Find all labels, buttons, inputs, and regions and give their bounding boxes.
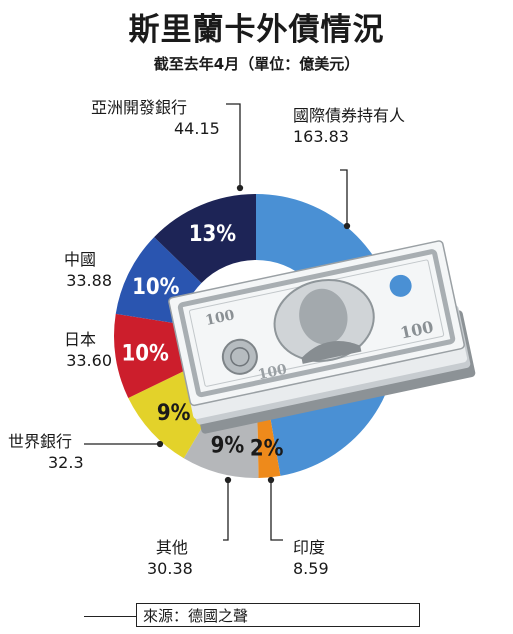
- leader-dot-2: [156, 440, 164, 448]
- leader-dot-4: [267, 476, 275, 484]
- percent-label-2: 9%: [211, 433, 245, 458]
- slice-4: [113, 313, 188, 399]
- percent-label-3: 9%: [157, 401, 191, 426]
- percent-label-6: 13%: [189, 222, 237, 247]
- leader-lines: [84, 103, 351, 541]
- label-india: 印度 8.59: [293, 538, 329, 578]
- leader-line-3: [223, 480, 229, 541]
- percent-label-1: 2%: [250, 436, 284, 461]
- source-divider: [84, 616, 136, 617]
- percent-label-4: 10%: [122, 341, 170, 366]
- label-other: 其他 30.38: [147, 538, 193, 578]
- chart-subtitle: 截至去年4月（單位：億美元）: [153, 55, 360, 73]
- svg-text:100: 100: [256, 361, 288, 383]
- percent-label-5: 10%: [132, 275, 180, 300]
- source-note: 來源：德國之聲: [136, 603, 420, 627]
- leader-line-1: [340, 169, 348, 226]
- slice-1: [257, 410, 281, 478]
- svg-text:100: 100: [204, 307, 236, 329]
- label-japan: 日本 33.60: [64, 330, 112, 370]
- leader-dot-0: [236, 184, 244, 192]
- slice-6: [154, 194, 256, 284]
- dollar-banknote-icon: 100 100 100: [168, 240, 476, 434]
- label-bondholders: 國際債券持有人 163.83: [293, 106, 406, 146]
- chart-title: 斯里蘭卡外債情況: [128, 12, 385, 48]
- leader-dot-1: [343, 222, 351, 230]
- label-world-bank: 世界銀行 32.3: [8, 432, 84, 472]
- leader-dot-3: [224, 476, 232, 484]
- label-adb: 亞洲開發銀行 44.15: [91, 98, 220, 138]
- label-china: 中國 33.88: [64, 250, 112, 290]
- leader-line-4: [270, 480, 283, 541]
- leader-line-0: [226, 103, 241, 188]
